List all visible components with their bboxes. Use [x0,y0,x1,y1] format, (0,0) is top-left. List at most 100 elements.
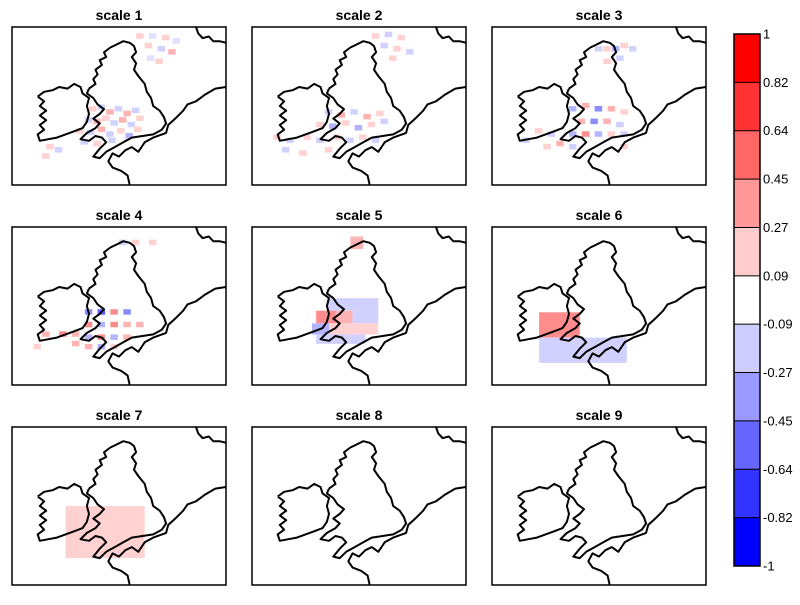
heat-cell [101,115,110,121]
heat-cell [620,143,628,150]
heat-cell [303,134,311,140]
heat-cell [168,49,176,55]
coastline-europe [107,486,226,585]
panel-frame [11,426,227,586]
heat-cell [123,309,131,315]
heat-cell [106,109,114,115]
colorbar-tick-label: -0.09 [763,317,793,332]
coastline-europe [587,286,706,385]
heat-cell [146,55,155,61]
panel-title: scale 1 [96,7,143,23]
colorbar-band [734,82,760,132]
heat-cell [380,42,388,49]
panel-6: scale 6 [491,207,707,386]
panel-frame [251,26,467,186]
heat-cell [569,106,577,112]
colorbar-band [734,324,760,374]
heat-cell [86,129,95,136]
heat-cell [172,38,180,44]
panel-9: scale 9 [491,407,707,586]
heat-cell [93,140,101,147]
coastline-britain [79,240,168,360]
heat-cell [329,123,337,129]
heat-cell [384,31,393,38]
colorbar-band [734,372,760,422]
panel-2: scale 2 [251,7,467,186]
heat-cell [106,131,114,137]
coastline-ireland [276,82,330,142]
heat-cell [350,109,358,115]
heat-cell [136,33,144,39]
heat-cell [354,125,363,131]
heat-cell [341,120,350,126]
heat-cell [316,121,324,128]
heat-cell [359,134,367,140]
heat-cell [84,343,93,350]
heat-cell [65,506,145,559]
heat-cell [155,58,163,65]
colorbar-tick-label: -0.64 [763,462,793,477]
heat-cell [603,118,611,125]
coastline-europe [107,86,226,185]
coastline-europe [587,86,706,185]
panel-cells [33,239,157,350]
heat-cell [123,110,131,117]
colorbar-tick-label: 0.09 [763,268,788,283]
heat-cell [380,118,388,125]
heat-cell [620,131,628,137]
heat-cell [363,113,371,120]
panel-3: scale 3 [491,7,707,186]
heat-cell [316,334,351,344]
heat-cell [603,46,611,52]
panel-5: scale 5 [251,207,467,386]
colorbar-band [734,34,760,83]
heat-cell [114,106,123,112]
panel-1: scale 1 [11,7,227,186]
panel-7: scale 7 [11,407,227,586]
heat-cell [350,334,366,344]
heat-cell [110,309,118,315]
coastline-ireland [516,482,570,542]
heat-cell [161,34,170,41]
panel-8: scale 8 [251,407,467,586]
coastline-ireland [516,82,570,142]
heat-cell [149,239,157,246]
heat-cell [97,126,106,132]
coastline-britain [559,40,648,160]
coastline-norway [675,427,706,444]
coastline-britain [79,40,168,160]
panel-title: scale 5 [336,207,383,223]
coastline-europe [347,286,466,385]
colorbar-tick-label: -0.82 [763,510,793,525]
coastline-ireland [36,82,90,142]
heat-cell [131,239,140,246]
heat-cell [406,49,414,55]
heat-cell [149,33,157,39]
coastline-norway [195,27,226,44]
colorbar-tick-label: 0.64 [763,123,788,138]
coastline-europe [347,86,466,185]
heat-cell [46,143,54,150]
heat-cell [110,334,118,340]
colorbar-tick-label: -0.45 [763,413,793,428]
heat-cell [127,121,136,128]
panel-4: scale 4 [11,207,227,386]
coastline-norway [435,227,466,244]
heat-cell [125,132,133,139]
colorbar-band [734,469,760,519]
heat-cell [316,137,324,144]
colorbar-tick-label: 0.82 [763,75,788,90]
heat-cell [110,120,118,126]
coastline-norway [675,227,706,244]
heat-cell [616,55,624,61]
heat-cell [397,34,405,41]
colorbar-band [734,130,760,180]
heat-cell [84,321,93,328]
panel-frame [491,426,707,586]
heat-cell [286,137,294,144]
panel-cells [539,312,627,363]
panel-cells [65,506,145,559]
panel-frame [491,226,707,386]
heat-cell [71,331,80,337]
